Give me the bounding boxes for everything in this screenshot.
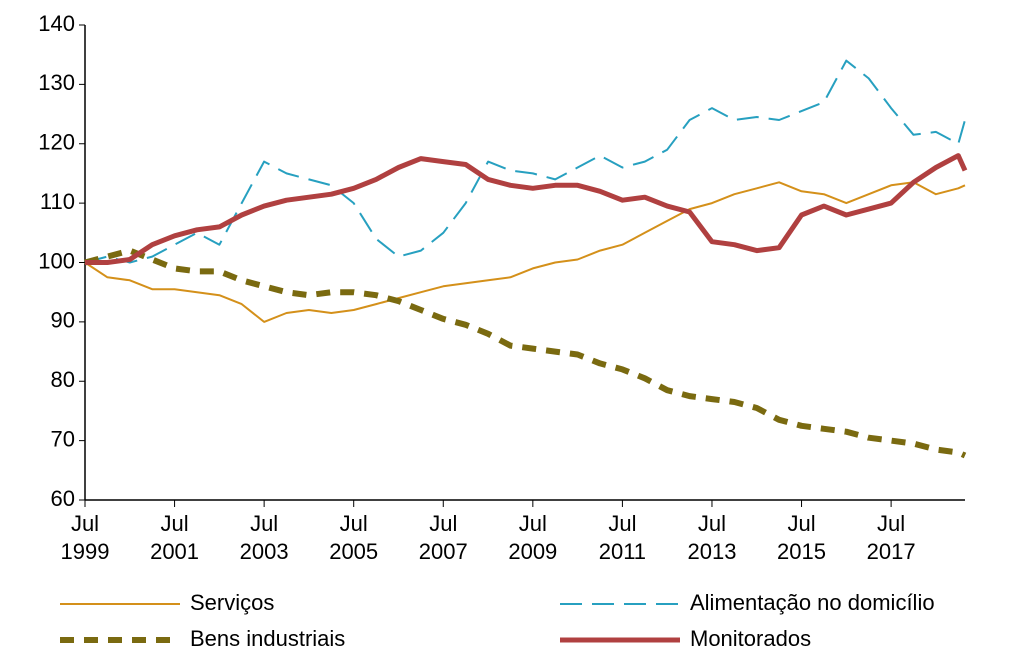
legend-label: Serviços [190,590,274,615]
x-tick-label: Jul 2013 [687,511,737,564]
legend-label: Alimentação no domicílio [690,590,935,615]
series-line [84,59,966,264]
x-tick-label: Jul 2017 [866,511,916,564]
y-tick-label: 140 [38,11,75,36]
y-tick-label: 60 [51,486,75,511]
y-tick-label: 100 [38,248,75,273]
x-tick-label: Jul 1999 [60,511,110,564]
y-tick-label: 70 [51,426,75,451]
x-tick-label: Jul 2007 [418,511,468,564]
legend-label: Monitorados [690,626,811,651]
x-tick-label: Jul 2005 [329,511,379,564]
y-tick-label: 80 [51,367,75,392]
legend-label: Bens industriais [190,626,345,651]
x-tick-label: Jul 2003 [239,511,289,564]
x-tick-label: Jul 2009 [508,511,558,564]
x-tick-label: Jul 2001 [150,511,200,564]
series-line [84,181,966,323]
y-tick-label: 110 [40,189,75,214]
y-tick-label: 130 [38,70,75,95]
y-tick-label: 120 [38,130,75,155]
y-tick-label: 90 [51,308,75,333]
x-tick-label: Jul 2011 [598,511,647,564]
x-tick-label: Jul 2015 [777,511,826,564]
series-line [85,153,968,265]
series-line [84,247,967,459]
